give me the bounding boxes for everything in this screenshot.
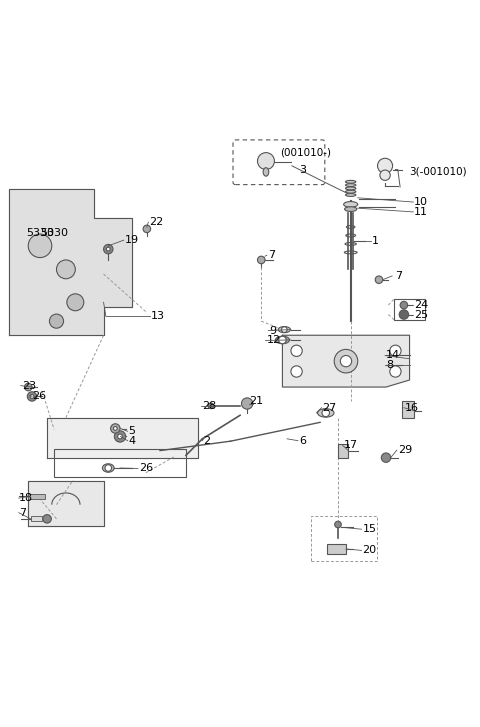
Text: 23: 23 xyxy=(22,381,36,390)
Bar xyxy=(395,299,425,320)
Circle shape xyxy=(400,302,408,309)
Circle shape xyxy=(208,403,214,409)
Text: 5: 5 xyxy=(129,426,135,436)
Text: 14: 14 xyxy=(386,350,400,361)
Text: 8: 8 xyxy=(386,360,393,370)
Ellipse shape xyxy=(346,193,356,196)
Circle shape xyxy=(114,431,126,442)
Ellipse shape xyxy=(346,187,356,190)
Circle shape xyxy=(57,260,75,278)
Circle shape xyxy=(118,434,122,439)
Text: 24: 24 xyxy=(414,300,429,310)
Ellipse shape xyxy=(317,409,334,417)
Circle shape xyxy=(291,345,302,356)
Text: 11: 11 xyxy=(414,207,428,217)
Text: 7: 7 xyxy=(396,271,403,281)
Circle shape xyxy=(49,314,63,328)
Text: 3: 3 xyxy=(299,166,306,175)
Circle shape xyxy=(67,294,84,310)
Text: 12: 12 xyxy=(266,335,281,345)
FancyBboxPatch shape xyxy=(233,140,325,185)
Text: 4: 4 xyxy=(129,435,136,446)
Circle shape xyxy=(281,326,287,332)
Text: 6: 6 xyxy=(299,435,306,446)
Ellipse shape xyxy=(346,184,356,187)
Polygon shape xyxy=(47,417,198,458)
Ellipse shape xyxy=(276,336,289,344)
Ellipse shape xyxy=(102,464,114,473)
Circle shape xyxy=(143,225,151,233)
Bar xyxy=(402,401,414,417)
Circle shape xyxy=(241,398,253,409)
Circle shape xyxy=(390,366,401,377)
Circle shape xyxy=(107,247,110,251)
Circle shape xyxy=(279,336,286,344)
Circle shape xyxy=(43,515,51,523)
Text: 2: 2 xyxy=(204,435,211,446)
Circle shape xyxy=(322,409,329,417)
Text: 15: 15 xyxy=(362,524,376,534)
Circle shape xyxy=(104,244,113,254)
Polygon shape xyxy=(10,189,132,335)
Text: 3(-001010): 3(-001010) xyxy=(409,166,467,177)
Text: 5330: 5330 xyxy=(26,228,54,238)
Circle shape xyxy=(110,424,120,433)
Text: 5330: 5330 xyxy=(40,228,68,238)
Ellipse shape xyxy=(346,190,356,193)
Text: 7: 7 xyxy=(19,507,26,518)
Text: 1: 1 xyxy=(372,236,379,246)
Bar xyxy=(327,544,346,554)
Circle shape xyxy=(30,395,34,398)
Bar xyxy=(31,516,42,521)
Circle shape xyxy=(378,158,393,173)
Text: 26: 26 xyxy=(139,464,153,473)
Ellipse shape xyxy=(344,201,358,207)
Circle shape xyxy=(105,465,111,471)
Text: 28: 28 xyxy=(203,401,216,411)
Bar xyxy=(338,443,348,458)
Polygon shape xyxy=(28,481,104,526)
Text: 13: 13 xyxy=(151,311,165,321)
Circle shape xyxy=(381,453,391,462)
Circle shape xyxy=(113,427,117,430)
Circle shape xyxy=(257,256,265,264)
Circle shape xyxy=(24,383,32,391)
Ellipse shape xyxy=(346,180,356,183)
Text: (001010-): (001010-) xyxy=(280,148,331,158)
Text: 7: 7 xyxy=(268,250,276,260)
Circle shape xyxy=(335,521,341,528)
Text: 29: 29 xyxy=(398,445,412,455)
Text: 17: 17 xyxy=(344,441,358,451)
Circle shape xyxy=(340,356,352,367)
Ellipse shape xyxy=(345,206,357,212)
Circle shape xyxy=(28,234,52,257)
Bar xyxy=(54,449,186,478)
Circle shape xyxy=(334,350,358,373)
Circle shape xyxy=(390,345,401,356)
Text: 9: 9 xyxy=(269,326,276,336)
Text: 22: 22 xyxy=(149,217,164,228)
Circle shape xyxy=(380,170,390,180)
Text: 19: 19 xyxy=(125,235,139,245)
Circle shape xyxy=(375,276,383,284)
Polygon shape xyxy=(282,335,409,387)
Text: 26: 26 xyxy=(32,390,46,401)
Text: 20: 20 xyxy=(362,545,377,555)
Ellipse shape xyxy=(278,326,290,333)
Text: 10: 10 xyxy=(414,197,428,207)
Circle shape xyxy=(27,392,36,401)
Bar xyxy=(28,494,45,499)
Circle shape xyxy=(399,310,408,319)
Text: 21: 21 xyxy=(250,396,264,406)
Ellipse shape xyxy=(263,168,269,176)
Text: 27: 27 xyxy=(323,403,336,413)
Text: 18: 18 xyxy=(19,493,33,503)
Text: 16: 16 xyxy=(405,403,419,413)
Text: 25: 25 xyxy=(414,310,428,320)
Circle shape xyxy=(257,153,275,169)
Circle shape xyxy=(291,366,302,377)
